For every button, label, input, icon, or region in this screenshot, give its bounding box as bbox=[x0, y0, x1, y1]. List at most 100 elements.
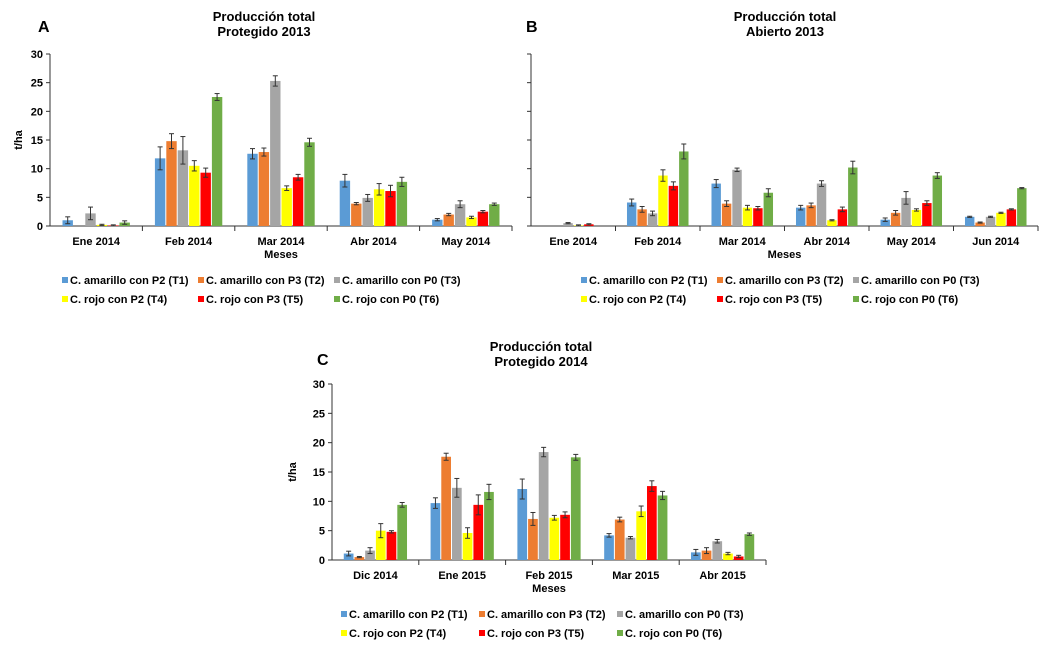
legend-label: C. amarillo con P3 (T2) bbox=[487, 609, 606, 621]
bar-c-s3-c1 bbox=[365, 550, 375, 560]
x-tick-label: Ene 2014 bbox=[72, 236, 121, 248]
bar-b-s3-c2 bbox=[647, 213, 658, 226]
legend-swatch bbox=[479, 611, 485, 617]
x-tick-label: Abr 2014 bbox=[350, 236, 397, 248]
bar-c-s6-c3 bbox=[570, 457, 581, 560]
bar-b-s4-c5 bbox=[911, 209, 922, 226]
legend-swatch bbox=[581, 277, 587, 283]
chart-title: Producción total bbox=[490, 339, 593, 354]
x-tick-label: Jun 2014 bbox=[972, 236, 1020, 248]
legend-swatch bbox=[62, 296, 68, 302]
y-tick-label: 25 bbox=[313, 408, 325, 420]
bar-a-s3-c3 bbox=[270, 80, 281, 227]
x-tick-label: May 2014 bbox=[441, 236, 491, 248]
bar-c-s5-c4 bbox=[647, 486, 657, 560]
bar-a-s6-c5 bbox=[489, 204, 500, 226]
bar-a-s6-c4 bbox=[396, 181, 408, 226]
bar-c-s1-c5 bbox=[690, 552, 701, 560]
legend-label: C. rojo con P0 (T6) bbox=[861, 294, 959, 306]
legend-label: C. rojo con P3 (T5) bbox=[487, 628, 585, 640]
bar-b-s2-c5 bbox=[890, 212, 901, 226]
legend-label: C. rojo con P2 (T4) bbox=[589, 294, 687, 306]
bar-b-s1-c6 bbox=[964, 216, 975, 226]
legend-swatch bbox=[617, 611, 623, 617]
bar-c-s2-c2 bbox=[441, 456, 451, 560]
bar-b-s5-c5 bbox=[922, 203, 932, 226]
legend-label: C. rojo con P0 (T6) bbox=[342, 294, 440, 306]
bar-c-s4-c5 bbox=[723, 553, 733, 560]
y-tick-label: 15 bbox=[313, 467, 325, 479]
x-tick-label: Mar 2015 bbox=[612, 570, 659, 582]
bar-b-s6-c3 bbox=[763, 192, 774, 226]
bar-c-s2-c3 bbox=[528, 518, 538, 560]
x-tick-label: Abr 2014 bbox=[804, 236, 851, 248]
bar-a-s1-c4 bbox=[339, 180, 351, 226]
legend-swatch bbox=[341, 611, 347, 617]
bar-b-s3-c1 bbox=[563, 223, 573, 226]
bar-b-s4-c4 bbox=[827, 220, 837, 226]
bar-c-s3-c3 bbox=[538, 452, 549, 560]
chart-title: Producción total bbox=[734, 9, 837, 24]
bar-a-s6-c2 bbox=[211, 97, 223, 226]
y-tick-label: 25 bbox=[31, 78, 43, 90]
bar-a-s4-c4 bbox=[373, 189, 385, 226]
bar-c-s5-c2 bbox=[473, 504, 484, 560]
legend-label: C. amarillo con P2 (T1) bbox=[349, 609, 468, 621]
x-tick-label: Mar 2014 bbox=[257, 236, 305, 248]
bar-c-s5-c3 bbox=[560, 514, 570, 560]
bar-c-s3-c4 bbox=[625, 537, 636, 560]
bar-c-s1-c1 bbox=[343, 553, 354, 560]
y-tick-label: 20 bbox=[31, 106, 43, 118]
y-tick-label: 30 bbox=[313, 379, 325, 391]
legend-label: C. amarillo con P0 (T3) bbox=[625, 609, 744, 621]
legend-swatch bbox=[617, 630, 623, 636]
bar-b-s4-c6 bbox=[996, 212, 1006, 226]
bar-b-s3-c6 bbox=[985, 216, 996, 226]
y-tick-label: 20 bbox=[313, 438, 325, 450]
y-tick-label: 30 bbox=[31, 49, 43, 61]
y-axis-label: t/ha bbox=[13, 129, 25, 149]
bar-b-s2-c4 bbox=[806, 205, 816, 226]
bar-c-s5-c1 bbox=[386, 531, 397, 560]
bar-a-s4-c5 bbox=[466, 217, 477, 226]
bar-b-s6-c6 bbox=[1017, 188, 1027, 226]
bar-a-s6-c3 bbox=[304, 142, 315, 226]
legend-swatch bbox=[334, 277, 340, 283]
x-axis-label: Meses bbox=[768, 249, 802, 261]
y-axis-label: t/ha bbox=[287, 461, 299, 481]
legend-swatch bbox=[853, 296, 859, 302]
legend-label: C. rojo con P3 (T5) bbox=[725, 294, 823, 306]
legend-label: C. rojo con P3 (T5) bbox=[206, 294, 304, 306]
legend-label: C. amarillo con P3 (T2) bbox=[206, 275, 325, 287]
bar-c-s4-c4 bbox=[636, 511, 647, 560]
legend-swatch bbox=[198, 277, 204, 283]
x-tick-label: Ene 2014 bbox=[549, 236, 598, 248]
legend-swatch bbox=[479, 630, 485, 636]
bar-a-s2-c3 bbox=[258, 152, 270, 226]
bar-a-s3-c2 bbox=[177, 150, 189, 226]
x-tick-label: Abr 2015 bbox=[699, 570, 745, 582]
x-tick-label: Feb 2014 bbox=[165, 236, 213, 248]
bar-c-s3-c2 bbox=[451, 487, 462, 560]
bar-a-s3-c5 bbox=[454, 204, 466, 226]
legend-label: C. rojo con P2 (T4) bbox=[349, 628, 447, 640]
bar-b-s1-c5 bbox=[880, 219, 890, 226]
legend-label: C. amarillo con P2 (T1) bbox=[589, 275, 708, 287]
legend-swatch bbox=[198, 296, 204, 302]
bar-a-s2-c2 bbox=[166, 141, 177, 226]
panel-letter: B bbox=[526, 19, 538, 36]
bar-a-s2-c5 bbox=[443, 214, 454, 226]
bar-c-s6-c4 bbox=[657, 495, 668, 560]
x-axis-label: Meses bbox=[532, 583, 566, 595]
x-tick-label: Feb 2015 bbox=[525, 570, 572, 582]
bar-c-s6-c1 bbox=[397, 504, 408, 560]
bar-a-s1-c3 bbox=[247, 153, 258, 226]
legend-swatch bbox=[853, 277, 859, 283]
legend-swatch bbox=[334, 296, 340, 302]
bar-b-s4-c2 bbox=[658, 175, 668, 226]
x-tick-label: May 2014 bbox=[887, 236, 937, 248]
legend-swatch bbox=[341, 630, 347, 636]
bar-b-s6-c4 bbox=[848, 167, 858, 226]
